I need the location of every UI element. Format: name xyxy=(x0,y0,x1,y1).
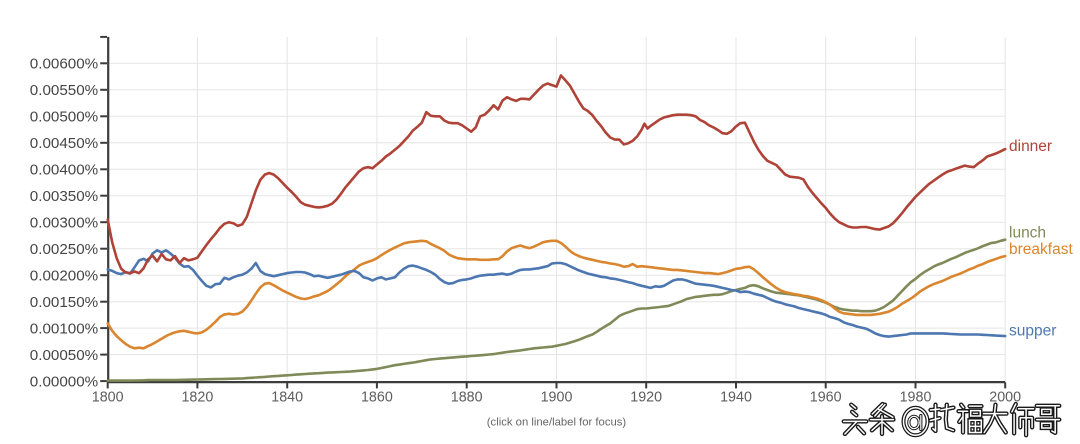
svg-text:0.00150%: 0.00150% xyxy=(30,294,98,311)
svg-text:0.00100%: 0.00100% xyxy=(30,320,98,337)
svg-text:1940: 1940 xyxy=(720,390,752,406)
svg-text:1980: 1980 xyxy=(900,390,932,406)
svg-text:0.00400%: 0.00400% xyxy=(30,162,98,179)
svg-text:(click on line/label for focus: (click on line/label for focus) xyxy=(487,417,627,429)
svg-text:0.00200%: 0.00200% xyxy=(30,267,98,284)
svg-text:0.00050%: 0.00050% xyxy=(30,347,98,364)
svg-text:1860: 1860 xyxy=(361,390,393,406)
svg-text:1880: 1880 xyxy=(451,390,483,406)
svg-text:dinner: dinner xyxy=(1009,138,1052,155)
svg-text:0.00250%: 0.00250% xyxy=(30,241,98,258)
svg-text:2000: 2000 xyxy=(989,390,1021,406)
svg-text:1960: 1960 xyxy=(810,390,842,406)
svg-text:1840: 1840 xyxy=(271,390,303,406)
svg-text:0.00600%: 0.00600% xyxy=(30,56,98,73)
svg-text:1920: 1920 xyxy=(630,390,662,406)
svg-text:breakfast: breakfast xyxy=(1009,241,1073,258)
svg-text:1820: 1820 xyxy=(181,390,213,406)
svg-text:1800: 1800 xyxy=(92,390,124,406)
svg-text:0.00300%: 0.00300% xyxy=(30,214,98,231)
svg-text:supper: supper xyxy=(1009,323,1056,340)
svg-text:lunch: lunch xyxy=(1009,225,1046,242)
svg-text:1900: 1900 xyxy=(541,390,573,406)
svg-text:0.00500%: 0.00500% xyxy=(30,109,98,126)
svg-text:0.00550%: 0.00550% xyxy=(30,82,98,99)
svg-text:0.00350%: 0.00350% xyxy=(30,188,98,205)
svg-text:0.00000%: 0.00000% xyxy=(30,373,98,390)
svg-text:0.00450%: 0.00450% xyxy=(30,135,98,152)
